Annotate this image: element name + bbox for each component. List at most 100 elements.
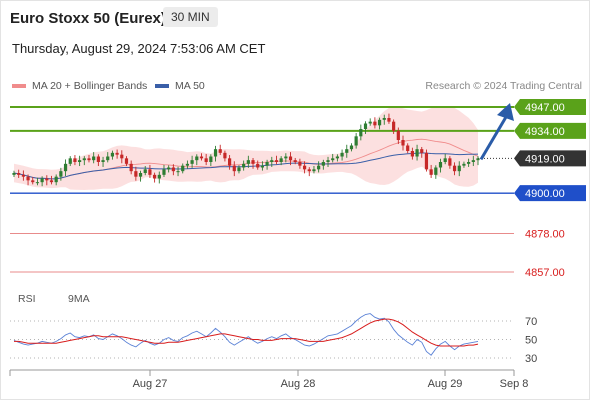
rsi-ref-label-2: 30 [525,353,537,365]
legend-ma50-label: MA 50 [175,80,205,92]
candle-body-82 [396,130,400,140]
candle-body-74 [359,129,363,137]
candle-body-97 [467,162,471,164]
candle-body-70 [340,152,344,157]
candle-body-32 [162,169,166,175]
candle-body-25 [129,163,133,172]
rsi-ref-label-0: 70 [525,316,537,328]
x-tick-label-1: Aug 28 [281,378,316,390]
candle-body-65 [317,165,321,170]
candle-body-79 [382,118,386,120]
candle-body-43 [213,149,218,157]
candle-body-51 [251,160,255,164]
candle-body-89 [429,169,433,175]
price-label-2: 4919.00 [525,153,565,165]
x-tick-label-0: Aug 27 [133,378,168,390]
candle-body-76 [368,121,372,124]
x-tick-label-2: Aug 29 [428,378,463,390]
candle-body-14 [78,160,82,162]
candle-body-21 [110,152,115,157]
price-label-5: 4857.00 [525,267,565,279]
candle-body-48 [237,167,241,172]
candle-body-59 [288,156,293,161]
candle-body-13 [73,158,77,162]
legend-bb-swatch [12,84,26,88]
candle-body-84 [406,145,410,151]
rsi-ref-label-1: 50 [525,335,537,347]
candle-body-6 [40,178,44,183]
candle-body-11 [63,163,68,172]
price-label-1: 4934.00 [525,126,565,138]
candle-body-66 [321,162,325,166]
candle-body-44 [218,149,222,153]
candle-body-0 [12,173,16,175]
candle-body-71 [345,149,349,153]
price-label-3: 4900.00 [525,188,565,200]
candle-body-15 [82,158,86,161]
candle-body-41 [204,158,208,162]
candle-body-31 [157,174,161,179]
candle-body-46 [227,158,232,166]
candle-body-54 [265,162,269,166]
chart-header [0,0,590,36]
rsi-9ma-line [14,318,479,347]
candle-body-39 [195,156,199,161]
price-label-0: 4947.00 [525,102,565,114]
candle-body-8 [49,180,54,183]
candle-body-96 [462,163,466,166]
candle-body-19 [101,160,105,162]
candle-body-17 [92,156,96,161]
candle-body-57 [279,158,283,162]
candle-body-50 [246,160,250,164]
candle-body-35 [176,171,180,173]
candle-body-36 [181,165,185,172]
legend-rsi: RSI [12,293,36,305]
candle-body-47 [232,165,236,172]
candle-body-75 [363,123,368,129]
candle-body-90 [434,167,438,175]
price-tag-3 [514,185,586,202]
x-tick-label-3: Sep 8 [500,378,529,390]
candle-body-30 [153,174,157,179]
candle-body-28 [143,169,147,173]
candle-body-52 [256,163,260,168]
candle-body-64 [312,169,316,172]
price-tag-2 [514,150,586,167]
candle-body-68 [331,158,335,161]
chart-title: Euro Stoxx 50 (Eurex) [10,10,166,27]
legend-bb: MA 20 + Bollinger Bands [12,80,147,92]
candle-body-20 [106,156,110,161]
legend-rsi-label: RSI [18,293,36,305]
candle-body-81 [392,121,396,131]
candle-body-94 [452,165,457,172]
credit-text: Research © 2024 Trading Central [425,80,582,92]
candle-body-80 [387,118,391,122]
candle-body-37 [185,163,190,166]
candle-body-1 [17,173,21,175]
candle-body-88 [424,152,429,170]
candle-body-85 [410,151,414,157]
candle-body-22 [115,152,119,155]
candle-body-83 [401,140,405,146]
interval-badge[interactable]: 30 MIN [163,7,218,27]
candle-body-34 [171,167,175,172]
candle-body-12 [68,158,72,164]
candle-body-45 [223,152,227,159]
candle-body-92 [443,158,447,162]
candle-body-99 [476,158,480,161]
candle-body-26 [134,171,138,177]
candle-body-87 [420,149,424,153]
legend-ma50: MA 50 [155,80,205,92]
forecast-arrow-shaft [479,116,508,161]
candle-body-2 [21,174,25,177]
candle-body-29 [148,169,152,175]
candle-body-98 [471,160,475,162]
candle-body-16 [87,158,91,161]
candle-body-73 [354,136,358,146]
candle-body-38 [190,160,194,164]
candle-body-86 [415,149,419,157]
candle-body-18 [96,156,100,162]
candle-body-72 [349,145,354,150]
candle-body-95 [457,165,461,172]
